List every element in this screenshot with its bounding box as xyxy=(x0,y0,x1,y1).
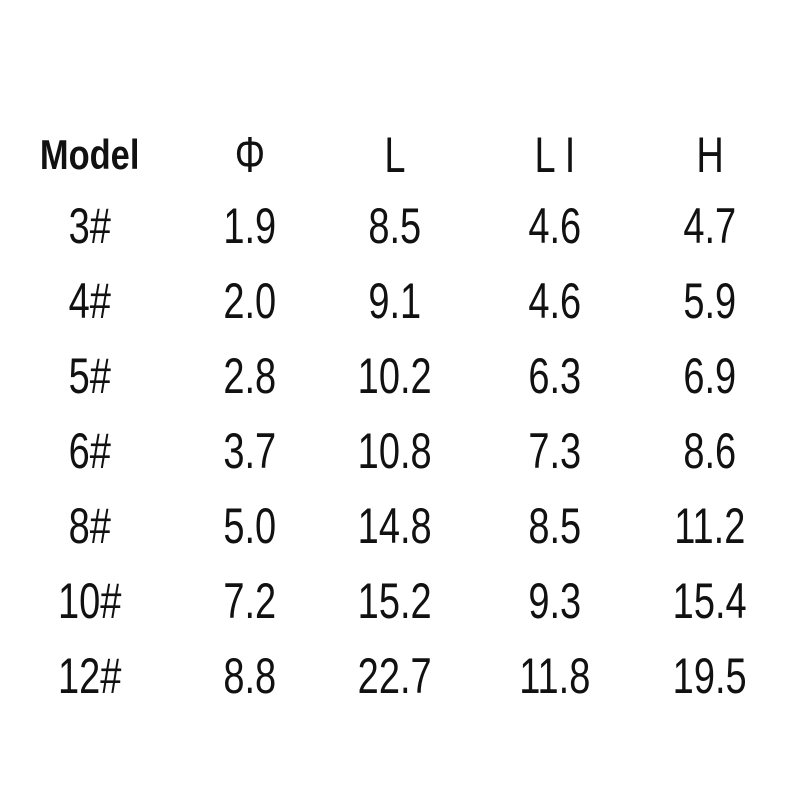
cell-phi: 2.8 xyxy=(223,347,277,404)
cell-h: 19.5 xyxy=(673,647,747,704)
header-phi-label: Φ xyxy=(234,127,266,183)
header-h: H xyxy=(640,122,780,188)
cell-l: 14.8 xyxy=(358,497,432,554)
cell-l: 22.7 xyxy=(358,647,432,704)
header-phi: Φ xyxy=(180,122,320,188)
cell-li: 4.6 xyxy=(528,197,582,254)
cell-h: 5.9 xyxy=(683,272,737,329)
header-li: L I xyxy=(470,122,640,188)
cell-model: 3# xyxy=(68,197,112,254)
cell-l: 9.1 xyxy=(368,272,422,329)
cell-model: 4# xyxy=(68,272,112,329)
cell-model: 10# xyxy=(58,572,122,629)
header-li-label: L I xyxy=(534,127,576,183)
cell-l: 8.5 xyxy=(368,197,422,254)
cell-phi: 5.0 xyxy=(223,497,277,554)
cell-h: 15.4 xyxy=(673,572,747,629)
cell-model: 5# xyxy=(68,347,112,404)
cell-l: 10.8 xyxy=(358,422,432,479)
cell-phi: 2.0 xyxy=(223,272,277,329)
cell-li: 9.3 xyxy=(528,572,582,629)
cell-h: 8.6 xyxy=(683,422,737,479)
cell-li: 7.3 xyxy=(528,422,582,479)
header-model: Model xyxy=(0,122,180,188)
cell-phi: 3.7 xyxy=(223,422,277,479)
cell-l: 10.2 xyxy=(358,347,432,404)
cell-phi: 1.9 xyxy=(223,197,277,254)
header-l: L xyxy=(320,122,470,188)
cell-phi: 8.8 xyxy=(223,647,277,704)
header-model-label: Model xyxy=(40,131,140,178)
cell-h: 4.7 xyxy=(683,197,737,254)
cell-li: 4.6 xyxy=(528,272,582,329)
header-h-label: H xyxy=(696,127,724,183)
spec-table: Model Φ L L I H 3# 1.9 8.5 4.6 4.7 4# 2.… xyxy=(0,122,780,713)
cell-h: 6.9 xyxy=(683,347,737,404)
cell-li: 6.3 xyxy=(528,347,582,404)
cell-model: 8# xyxy=(68,497,112,554)
cell-h: 11.2 xyxy=(674,497,746,554)
header-l-label: L xyxy=(384,127,406,183)
cell-li: 8.5 xyxy=(528,497,582,554)
cell-model: 12# xyxy=(58,647,122,704)
cell-li: 11.8 xyxy=(519,647,591,704)
cell-l: 15.2 xyxy=(358,572,432,629)
cell-phi: 7.2 xyxy=(223,572,277,629)
cell-model: 6# xyxy=(68,422,112,479)
